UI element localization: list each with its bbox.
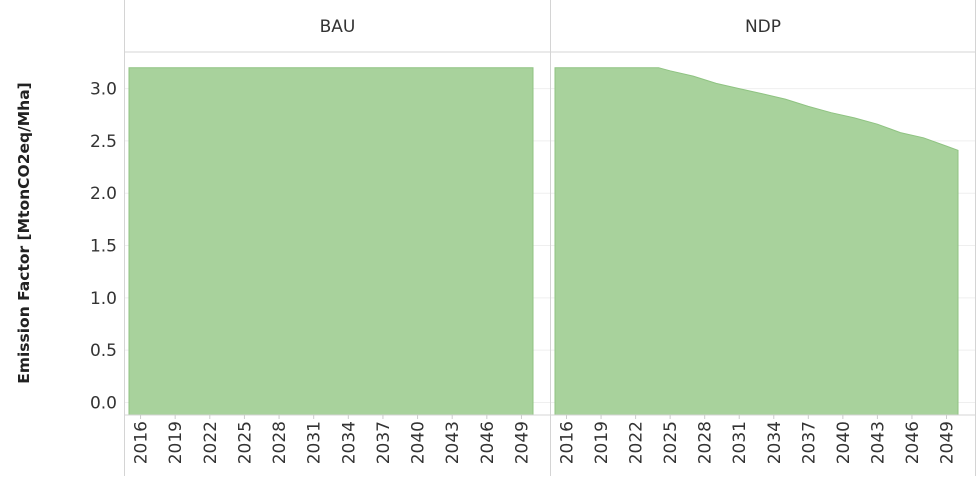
x-tick-label: 2028 xyxy=(270,421,290,464)
x-axis: 2016 2019 2022 2025 2028 2031 2034 2037 2040 2043… xyxy=(132,415,958,464)
x-tick-label: 2040 xyxy=(409,421,429,464)
x-tick-label: 2028 xyxy=(696,421,716,464)
x-tick-label: 2025 xyxy=(235,421,255,464)
x-tick-label: 2022 xyxy=(201,421,221,464)
panel-title-ndp: NDP xyxy=(745,17,781,37)
x-tick-label: 2043 xyxy=(443,421,463,464)
x-tick-label: 2037 xyxy=(374,421,394,464)
y-axis-title: Emission Factor [MtonCO2eq/Mha] xyxy=(15,82,33,384)
x-tick-label: 2016 xyxy=(558,421,578,464)
panel-headers: BAU NDP xyxy=(320,17,781,37)
y-tick-label: 2.0 xyxy=(90,184,117,204)
x-axis-bau: 2016 2019 2022 2025 2028 2031 2034 2037 2040 2043… xyxy=(132,415,533,464)
x-tick-label: 2049 xyxy=(513,421,533,464)
x-tick-label: 2049 xyxy=(938,421,958,464)
y-tick-label: 3.0 xyxy=(90,80,117,100)
x-tick-label: 2022 xyxy=(627,421,647,464)
y-tick-label: 0.5 xyxy=(90,341,117,361)
x-tick-label: 2034 xyxy=(765,421,785,464)
x-axis-ndp: 2016 2019 2022 2025 2028 2031 2034 2037 2040 2043… xyxy=(558,415,958,464)
x-tick-label: 2019 xyxy=(592,421,612,464)
y-tick-label: 2.5 xyxy=(90,132,117,152)
x-tick-label: 2037 xyxy=(799,421,819,464)
y-tick-label: 1.5 xyxy=(90,237,117,257)
y-axis: 0.0 0.5 1.0 1.5 2.0 2.5 3.0 xyxy=(90,80,117,414)
x-tick-label: 2031 xyxy=(305,421,325,464)
x-tick-label: 2016 xyxy=(132,421,152,464)
x-tick-label: 2040 xyxy=(834,421,854,464)
y-tick-label: 0.0 xyxy=(90,393,117,413)
area-series xyxy=(128,67,959,416)
x-tick-label: 2043 xyxy=(868,421,888,464)
x-tick-label: 2046 xyxy=(903,421,923,464)
y-tick-label: 1.0 xyxy=(90,289,117,309)
x-tick-label: 2031 xyxy=(730,421,750,464)
panel-title-bau: BAU xyxy=(320,17,356,37)
x-tick-label: 2034 xyxy=(339,421,359,464)
x-tick-label: 2019 xyxy=(166,421,186,464)
x-tick-label: 2025 xyxy=(661,421,681,464)
x-tick-label: 2046 xyxy=(478,421,498,464)
area-ndp xyxy=(554,67,959,416)
area-bau xyxy=(128,67,534,416)
